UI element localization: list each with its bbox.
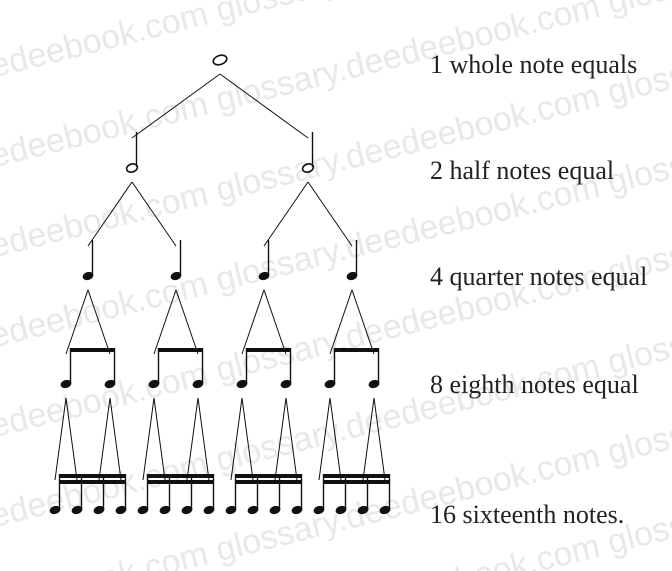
note-tree-diagram [0,0,672,571]
